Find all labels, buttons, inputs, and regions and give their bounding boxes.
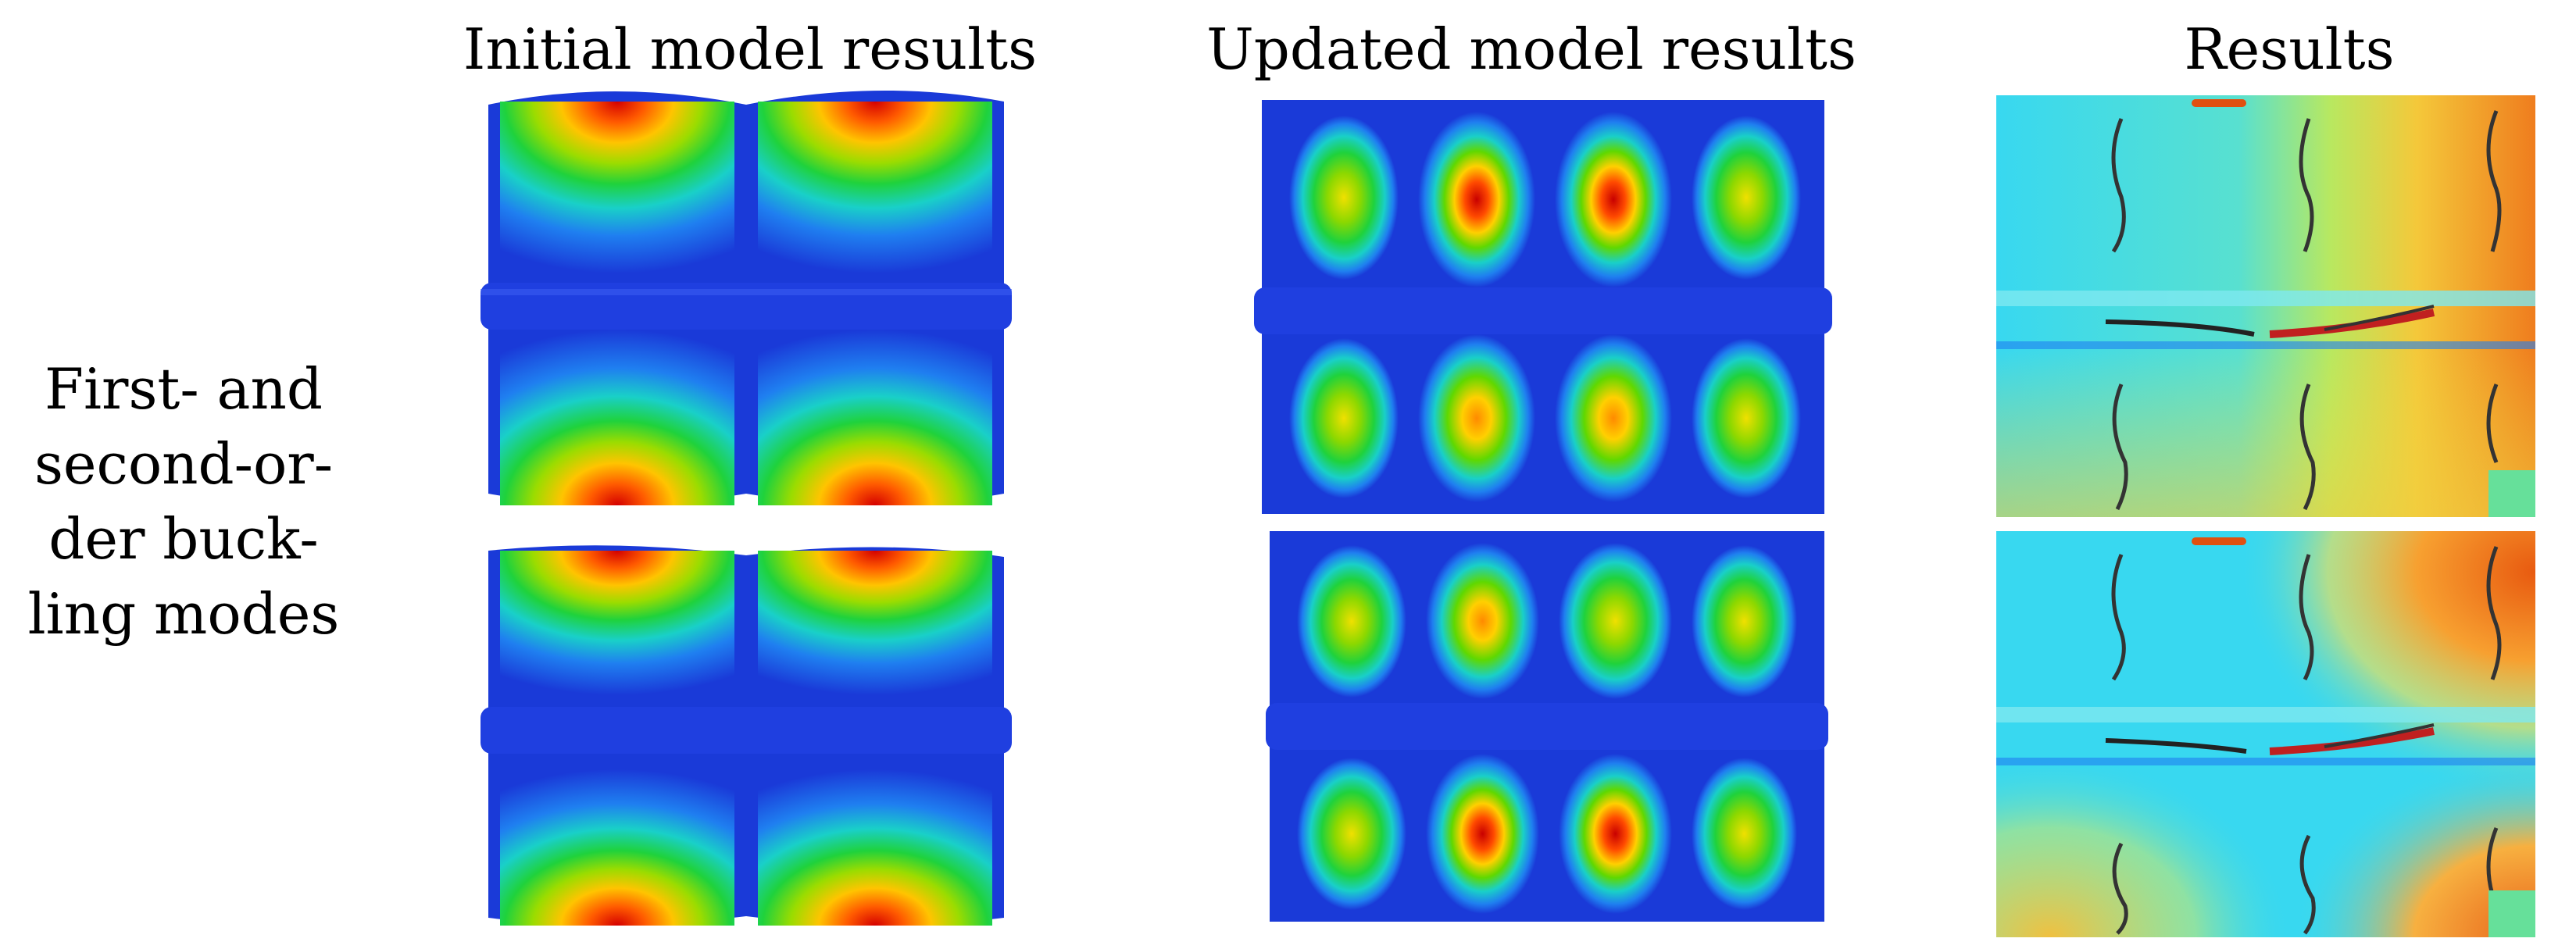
updated-model-mode-2-image bbox=[1266, 531, 1828, 922]
column-title-results: Results bbox=[2184, 16, 2395, 82]
initial-model-mode-1-image bbox=[481, 87, 1012, 525]
row-label-line-1: First- and bbox=[45, 356, 323, 422]
column-title-initial: Initial model results bbox=[463, 16, 1038, 82]
initial-model-mode-2-image bbox=[481, 543, 1012, 933]
column-title-updated: Updated model results bbox=[1206, 16, 1856, 82]
row-label-line-2: second-or- bbox=[34, 431, 334, 497]
test-results-mode-2-image bbox=[1996, 531, 2535, 937]
row-label-line-3: der buck- bbox=[48, 506, 319, 572]
row-label: First- and second-or- der buck- ling mod… bbox=[0, 351, 367, 651]
updated-model-mode-1-image bbox=[1254, 100, 1832, 514]
row-label-line-4: ling modes bbox=[27, 581, 340, 647]
test-results-mode-1-image bbox=[1996, 95, 2535, 517]
